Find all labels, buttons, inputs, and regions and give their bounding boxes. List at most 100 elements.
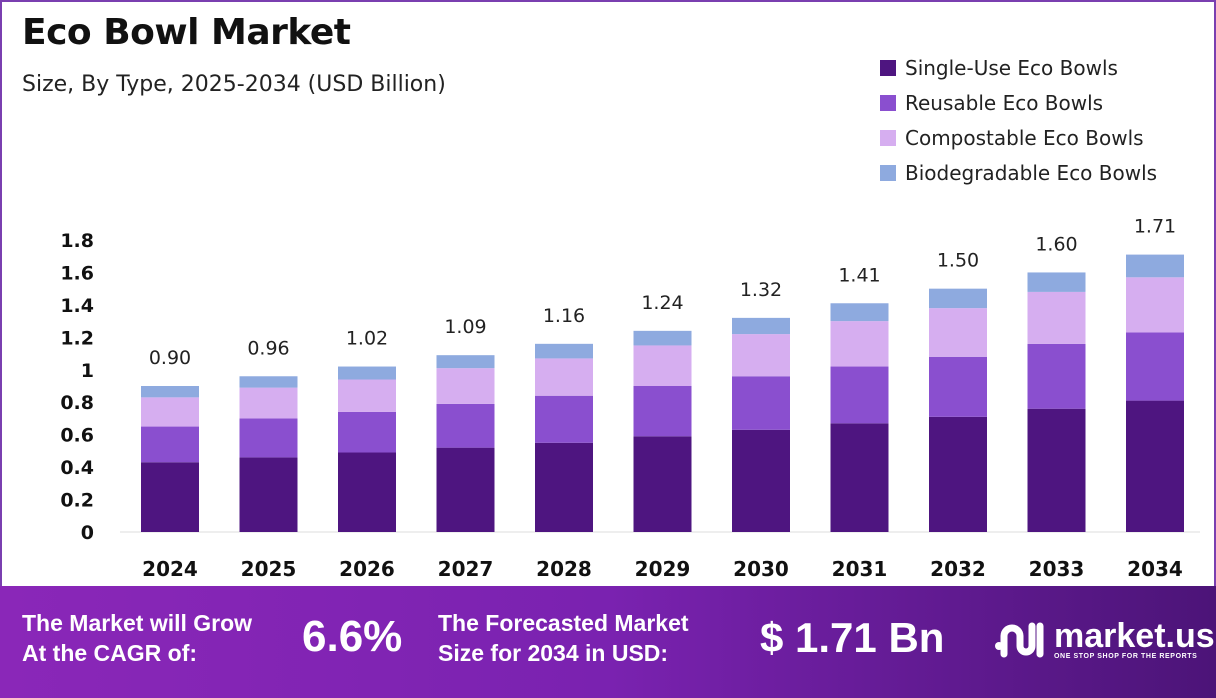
bar-segment <box>141 462 199 532</box>
bar-segment <box>732 429 790 532</box>
bar-segment <box>1027 408 1086 532</box>
legend-swatch <box>880 129 896 146</box>
bar-segment <box>633 330 692 346</box>
bar-segment <box>239 376 298 388</box>
bar-segment <box>1126 400 1184 532</box>
bar-segment <box>436 368 495 404</box>
bar-segment <box>929 308 987 357</box>
bar-segment <box>338 366 396 380</box>
legend: Single-Use Eco Bowls Reusable Eco Bowls Co… <box>880 50 1157 190</box>
x-tick-label: 2033 <box>1029 557 1085 581</box>
logo-icon <box>995 622 1044 658</box>
x-tick-label: 2031 <box>832 557 888 581</box>
bar-chart: 0 0.2 0.4 0.6 0.8 1 1.2 1.4 1.6 1.8 0.90 2024 0.96 20… <box>60 216 1200 581</box>
y-tick-label: 1 <box>81 360 94 382</box>
x-tick-label: 2030 <box>733 557 789 581</box>
bar-segment <box>141 426 199 463</box>
y-tick-label: 0 <box>81 522 94 544</box>
legend-label: Compostable Eco Bowls <box>905 125 1144 150</box>
y-tick-label: 0.8 <box>60 392 94 414</box>
x-tick-label: 2028 <box>536 557 592 581</box>
legend-label: Biodegradable Eco Bowls <box>905 160 1158 185</box>
bar-segment <box>535 395 593 443</box>
forecast-label: The Forecasted Market Size for 2034 in US… <box>438 608 689 668</box>
data-label: 1.50 <box>937 250 979 272</box>
bar-segment <box>1126 254 1184 278</box>
x-tick-label: 2026 <box>339 557 395 581</box>
legend-item: Single-Use Eco Bowls <box>880 50 1157 85</box>
data-label: 1.32 <box>740 279 782 301</box>
cagr-value: 6.6% <box>302 612 403 661</box>
bar-segment <box>436 403 495 448</box>
chart-subtitle: Size, By Type, 2025-2034 (USD Billion) <box>22 72 446 97</box>
data-label: 0.90 <box>149 347 191 369</box>
bar-segment <box>239 457 298 532</box>
bar-segment <box>929 288 987 309</box>
bar-segment <box>732 334 790 377</box>
bar-segment <box>535 442 593 532</box>
x-tick-label: 2029 <box>635 557 691 581</box>
x-tick-label: 2024 <box>142 557 198 581</box>
cagr-label-line: At the CAGR of: <box>22 640 198 666</box>
logo-tagline: ONE STOP SHOP FOR THE REPORTS <box>1054 652 1198 660</box>
bar-segment <box>830 423 889 532</box>
data-label: 1.24 <box>641 292 683 314</box>
bar-segment <box>633 436 692 532</box>
bar-segment <box>732 317 790 335</box>
cagr-label: The Market will Grow At the CAGR of: <box>22 608 252 668</box>
data-label: 1.16 <box>543 305 585 327</box>
y-tick-label: 0.4 <box>60 457 94 479</box>
y-tick-label: 1.2 <box>60 327 94 349</box>
forecast-label-line: The Forecasted Market <box>438 610 689 636</box>
data-label: 0.96 <box>247 337 289 359</box>
bar-segment <box>1027 291 1086 344</box>
bar-segment <box>535 343 593 359</box>
bar-segment <box>338 411 396 453</box>
y-tick-label: 1.6 <box>60 262 94 284</box>
bar-segment <box>1126 277 1184 333</box>
bar-segment <box>141 386 199 398</box>
forecast-label-line: Size for 2034 in USD: <box>438 640 669 666</box>
bar-segment <box>732 376 790 430</box>
chart-title: Eco Bowl Market <box>22 12 351 53</box>
data-label: 1.02 <box>346 328 388 350</box>
y-tick-label: 1.4 <box>60 295 94 317</box>
bar-segment <box>141 397 199 427</box>
bar-segment <box>436 447 495 532</box>
x-tick-label: 2034 <box>1127 557 1183 581</box>
bar-segment <box>830 303 889 322</box>
legend-label: Reusable Eco Bowls <box>905 90 1104 115</box>
data-label: 1.09 <box>444 316 486 338</box>
legend-label: Single-Use Eco Bowls <box>905 55 1118 80</box>
bar-segment <box>1027 272 1086 292</box>
bar-segment <box>239 387 298 419</box>
cagr-label-line: The Market will Grow <box>22 610 253 636</box>
bar-segment <box>633 386 692 437</box>
data-label: 1.71 <box>1134 216 1176 238</box>
data-label: 1.60 <box>1035 233 1077 255</box>
bar-segment <box>1126 332 1184 401</box>
info-banner: The Market will Grow At the CAGR of: 6.6%… <box>0 586 1216 698</box>
bar-segment <box>535 358 593 396</box>
logo-text: market.us <box>1054 616 1215 655</box>
y-tick-label: 1.8 <box>60 230 94 252</box>
bar-segment <box>830 321 889 367</box>
legend-item: Reusable Eco Bowls <box>880 85 1157 120</box>
bar-segment <box>239 418 298 458</box>
market-us-logo: market.us ONE STOP SHOP FOR THE REPORTS <box>992 616 1215 662</box>
x-tick-label: 2032 <box>930 557 986 581</box>
bar-segment <box>633 345 692 386</box>
bar-segment <box>338 452 396 532</box>
y-tick-label: 0.2 <box>60 490 94 512</box>
bar-segment <box>929 356 987 417</box>
legend-swatch <box>880 59 896 76</box>
legend-item: Biodegradable Eco Bowls <box>880 155 1157 190</box>
x-tick-label: 2025 <box>241 557 297 581</box>
legend-swatch <box>880 164 896 181</box>
y-tick-label: 0.6 <box>60 425 94 447</box>
legend-item: Compostable Eco Bowls <box>880 120 1157 155</box>
bar-segment <box>436 355 495 369</box>
bar-segment <box>830 366 889 424</box>
x-tick-label: 2027 <box>438 557 494 581</box>
